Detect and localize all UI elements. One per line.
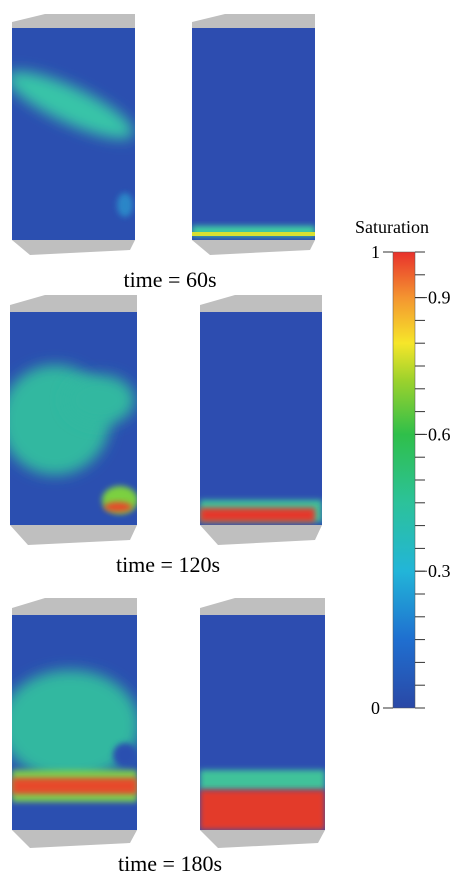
simulation-panels — [10, 14, 325, 848]
tick-label: 0.9 — [428, 288, 451, 308]
tick-label: 0.3 — [428, 561, 451, 581]
panel-caption: time = 60s — [123, 267, 216, 292]
tick-label: 0 — [371, 698, 380, 718]
panel-caption: time = 120s — [116, 552, 220, 577]
colorbar — [392, 251, 416, 709]
tick-label: 1 — [371, 242, 380, 262]
tick-label: 0.6 — [428, 424, 451, 444]
panel-caption: time = 180s — [118, 851, 222, 876]
colorbar-title: Saturation — [355, 217, 429, 237]
